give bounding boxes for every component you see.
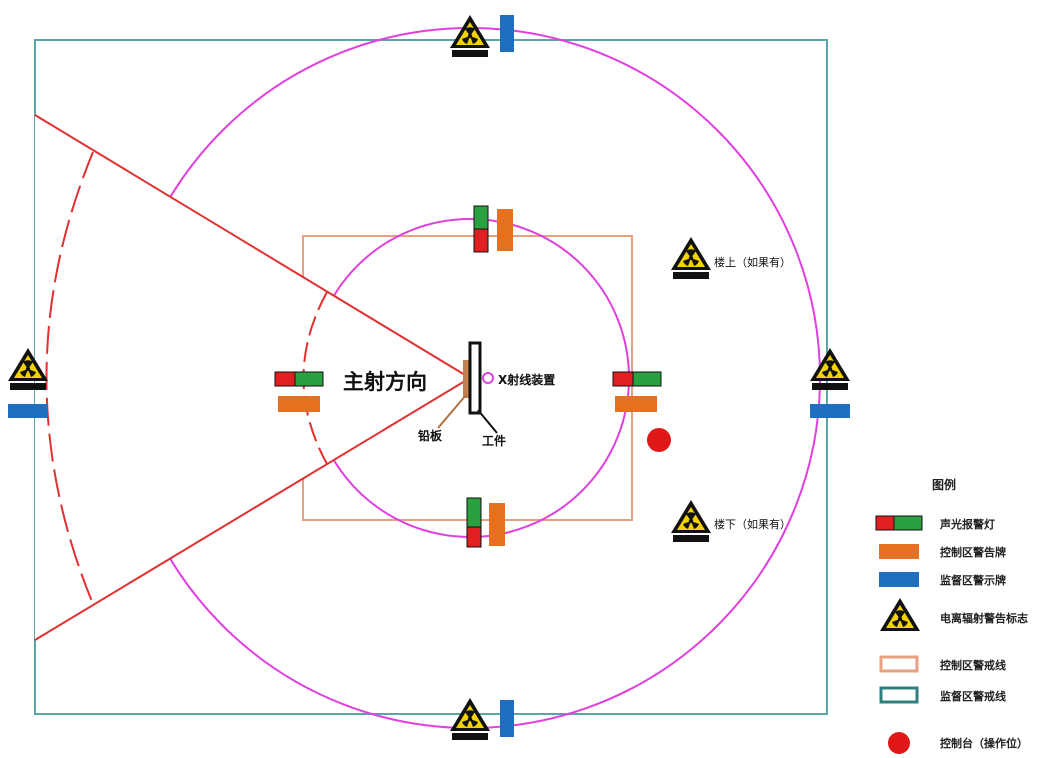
radiation-sign-left	[8, 348, 48, 390]
radiation-sign-downstairs	[671, 500, 711, 542]
beam-sector-mask	[35, 115, 470, 640]
main-direction-label: 主射方向	[343, 370, 427, 394]
control-sign-right	[615, 396, 657, 412]
alarm-light-left	[274, 371, 324, 387]
workpiece-label: 工件	[482, 434, 507, 448]
console-dot	[647, 428, 671, 452]
lead-plate	[463, 360, 470, 398]
beam-line-upper	[34, 114, 471, 379]
alarm-light-top	[473, 205, 489, 253]
legend-item-label: 控制区警告牌	[940, 546, 1006, 559]
radiation-sign-top	[450, 15, 490, 57]
legend-radiation-sign-icon	[880, 598, 920, 631]
lead-plate-leader	[437, 394, 467, 429]
workpiece	[468, 341, 482, 415]
radiation-sign-upstairs	[671, 237, 711, 279]
control-sign-bottom	[489, 503, 505, 546]
radiation-sign-bottom	[450, 698, 490, 740]
xray-device-icon	[482, 372, 494, 384]
legend-item-label: 电离辐射警告标志	[940, 612, 1028, 625]
control-sign-top	[497, 209, 513, 251]
legend-item-label: 控制台（操作位）	[940, 737, 1028, 750]
supervision-sign-right	[810, 404, 850, 418]
beam-line-lower	[34, 377, 471, 641]
alarm-light-bottom	[466, 497, 482, 548]
radiation-sign-right	[810, 348, 850, 390]
lead-plate-label: 铅板	[418, 429, 443, 443]
supervision-sign-top	[500, 15, 514, 52]
legend-control-line-icon	[879, 655, 919, 673]
legend-item-label: 监督区警示牌	[940, 574, 1006, 587]
workpiece-leader	[477, 409, 498, 434]
legend-item-label: 监督区警戒线	[940, 690, 1006, 703]
supervision-sign-left	[8, 404, 48, 418]
downstairs-label: 楼下（如果有）	[714, 518, 791, 531]
legend-supervision-sign-icon	[879, 572, 919, 587]
legend-alarm-light-icon	[875, 515, 923, 531]
control-sign-left	[278, 396, 320, 412]
beam-arc-outer	[45, 151, 94, 605]
legend-supervision-line-icon	[879, 686, 919, 704]
legend-title: 图例	[932, 478, 957, 492]
legend-item-label: 声光报警灯	[940, 518, 995, 531]
alarm-light-right	[612, 371, 662, 387]
legend-item-label: 控制区警戒线	[940, 659, 1006, 672]
supervision-sign-bottom	[500, 700, 514, 737]
xray-device-label: X射线装置	[498, 373, 556, 387]
upstairs-label: 楼上（如果有）	[714, 256, 791, 269]
legend-console-icon	[888, 732, 910, 754]
legend-control-sign-icon	[879, 544, 919, 559]
